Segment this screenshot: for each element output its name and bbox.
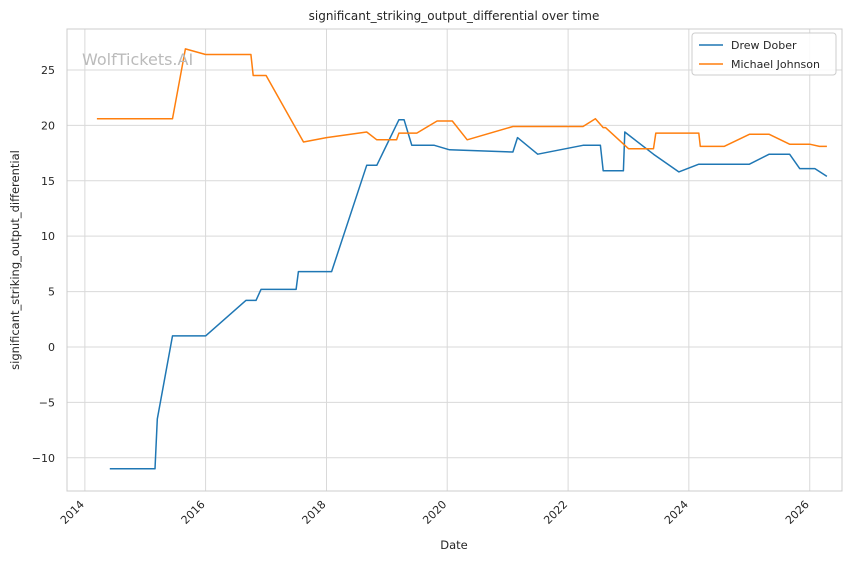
legend-label-michael-johnson: Michael Johnson: [731, 58, 820, 71]
y-tick-label-25: 25: [41, 64, 55, 77]
grid-lines: [67, 29, 842, 491]
y-tick-label-10: −10: [32, 452, 55, 465]
x-axis-title: Date: [440, 538, 468, 552]
y-tick-label-20: 20: [41, 119, 55, 132]
series-line-drew-dober: [109, 119, 828, 470]
watermark-text: WolfTickets.AI: [82, 50, 193, 69]
y-tick-label-5: −5: [39, 396, 55, 409]
legend: Drew Dober Michael Johnson: [691, 32, 837, 76]
y-axis-title: significant_striking_output_differential: [8, 150, 22, 370]
chart-title: significant_striking_output_differential…: [309, 9, 600, 23]
series-line-michael-johnson: [96, 48, 827, 150]
y-tick-label-0: 0: [48, 341, 55, 354]
y-tick-label-5: 5: [48, 286, 55, 299]
legend-box: [691, 32, 837, 76]
plot-frame: [66, 28, 843, 492]
series-lines: [96, 48, 828, 470]
legend-label-drew-dober: Drew Dober: [731, 39, 797, 52]
y-tick-label-15: 15: [41, 175, 55, 188]
y-tick-label-10: 10: [41, 230, 55, 243]
